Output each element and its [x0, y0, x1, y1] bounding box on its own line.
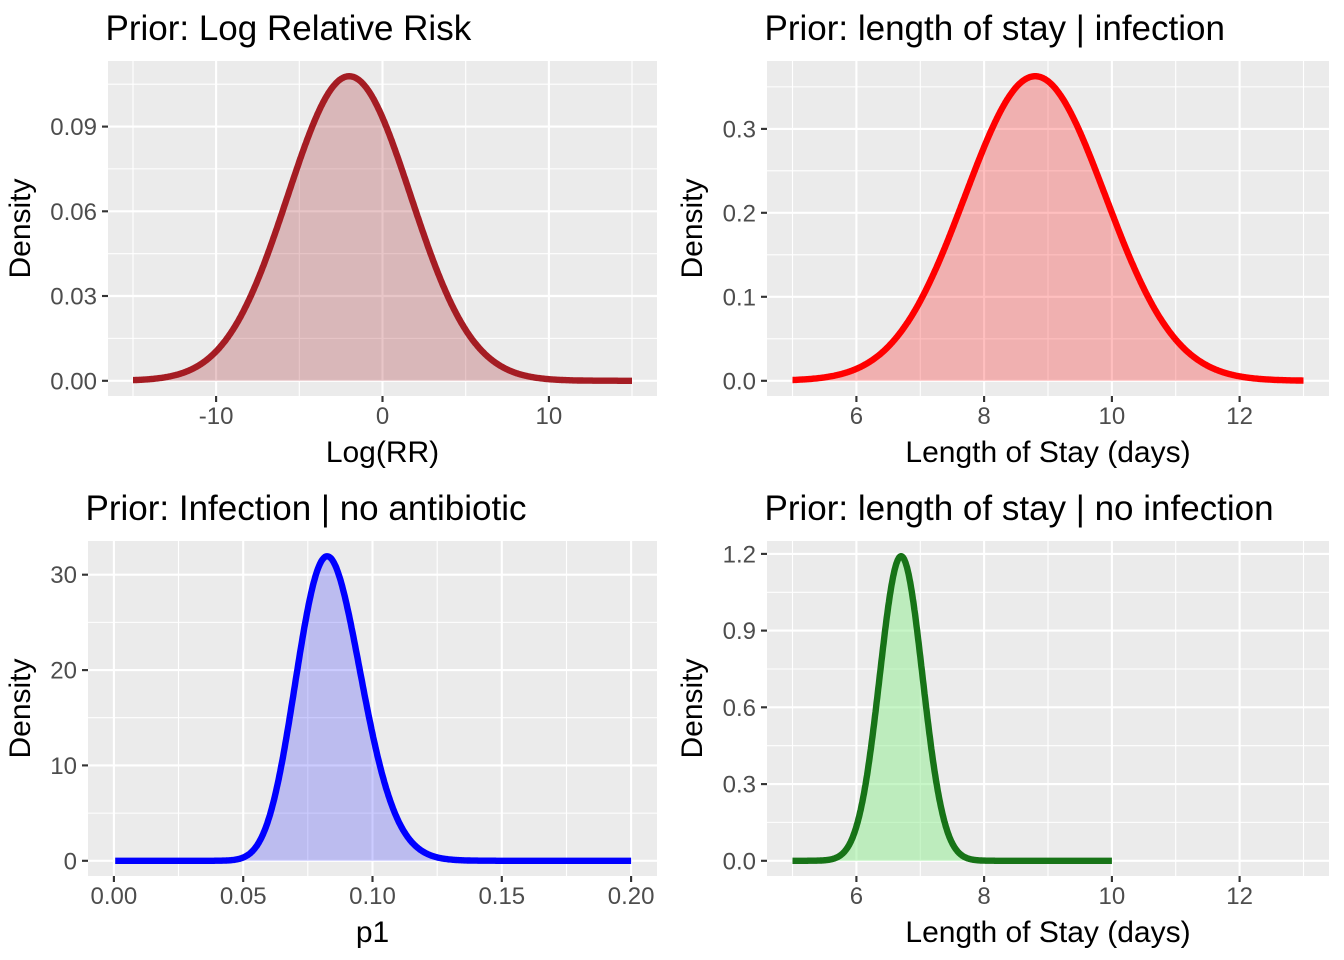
svg-text:0.20: 0.20 — [608, 883, 655, 910]
svg-text:12: 12 — [1226, 883, 1253, 910]
svg-text:Density: Density — [676, 658, 709, 758]
svg-text:Log(RR): Log(RR) — [326, 436, 439, 469]
svg-text:0.03: 0.03 — [50, 284, 97, 311]
svg-text:1.2: 1.2 — [723, 541, 756, 568]
svg-text:0.05: 0.05 — [220, 883, 267, 910]
svg-text:0: 0 — [64, 848, 77, 875]
svg-text:10: 10 — [1099, 883, 1126, 910]
svg-text:0.10: 0.10 — [349, 883, 396, 910]
svg-text:10: 10 — [50, 753, 77, 780]
svg-text:6: 6 — [850, 403, 863, 430]
svg-text:Length of Stay (days): Length of Stay (days) — [905, 916, 1190, 949]
svg-text:p1: p1 — [356, 916, 389, 949]
svg-text:10: 10 — [536, 403, 563, 430]
svg-text:Prior: Log Relative Risk: Prior: Log Relative Risk — [106, 9, 472, 48]
svg-text:30: 30 — [50, 562, 77, 589]
svg-text:0.06: 0.06 — [50, 199, 97, 226]
svg-text:Prior: Infection | no antibiot: Prior: Infection | no antibiotic — [86, 489, 527, 528]
svg-text:Density: Density — [676, 178, 709, 278]
svg-text:Density: Density — [4, 658, 37, 758]
svg-text:0.15: 0.15 — [478, 883, 525, 910]
svg-text:8: 8 — [977, 403, 990, 430]
svg-text:0.3: 0.3 — [723, 772, 756, 799]
svg-text:0.9: 0.9 — [723, 618, 756, 645]
svg-text:0.1: 0.1 — [723, 284, 756, 311]
svg-text:0.0: 0.0 — [723, 368, 756, 395]
svg-text:0.6: 0.6 — [723, 695, 756, 722]
svg-text:8: 8 — [977, 883, 990, 910]
svg-text:0.00: 0.00 — [50, 368, 97, 395]
svg-text:0: 0 — [376, 403, 389, 430]
svg-text:Length of Stay (days): Length of Stay (days) — [905, 436, 1190, 469]
svg-text:10: 10 — [1099, 403, 1126, 430]
svg-text:6: 6 — [850, 883, 863, 910]
svg-text:0.3: 0.3 — [723, 116, 756, 143]
svg-text:Density: Density — [4, 178, 37, 278]
svg-text:-10: -10 — [199, 403, 234, 430]
svg-text:0.09: 0.09 — [50, 114, 97, 141]
svg-text:Prior: length of stay | infect: Prior: length of stay | infection — [765, 9, 1225, 48]
svg-text:0.00: 0.00 — [91, 883, 138, 910]
svg-text:0.0: 0.0 — [723, 848, 756, 875]
svg-text:12: 12 — [1226, 403, 1253, 430]
svg-text:20: 20 — [50, 658, 77, 685]
svg-text:0.2: 0.2 — [723, 200, 756, 227]
svg-text:Prior: length of stay | no inf: Prior: length of stay | no infection — [765, 489, 1274, 528]
